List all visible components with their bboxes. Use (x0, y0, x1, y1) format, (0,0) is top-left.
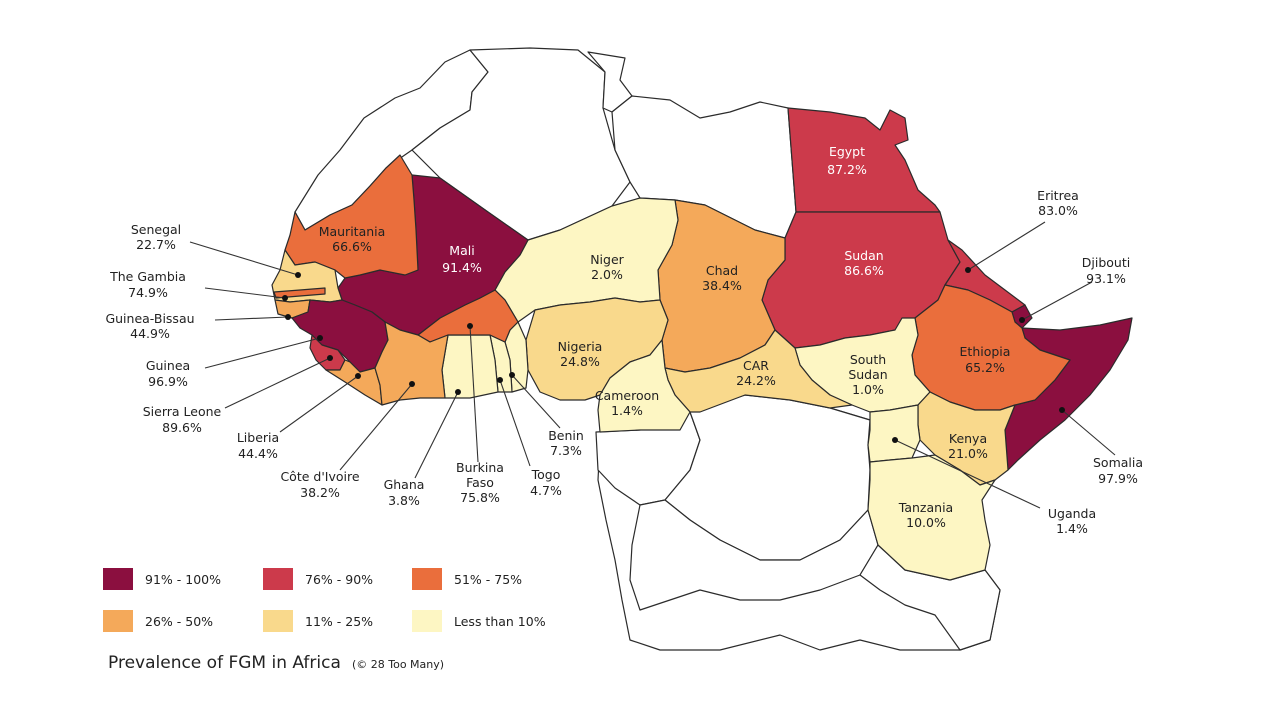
shaded-countries (271, 107, 1133, 581)
label-car-value: 24.2% (736, 373, 776, 388)
label-car-name: CAR (743, 358, 769, 373)
label-uganda-name: Uganda (1048, 506, 1096, 521)
label-south-sudan-name1: South (850, 352, 886, 367)
label-south-sudan-value: 1.0% (852, 382, 884, 397)
country-uganda[interactable] (867, 404, 921, 463)
label-sierra-leone-name: Sierra Leone (143, 404, 222, 419)
label-burkina-faso-name1: Burkina (456, 460, 504, 475)
map-title: Prevalence of FGM in Africa (© 28 Too Ma… (108, 653, 444, 673)
label-guinea-bissau-value: 44.9% (130, 326, 170, 341)
country-cameroon[interactable] (597, 339, 691, 433)
label-togo-name: Togo (531, 467, 561, 482)
country-tanzania[interactable] (867, 454, 996, 581)
label-niger-value: 2.0% (591, 267, 623, 282)
label-mauritania-value: 66.6% (332, 239, 372, 254)
title-text: Prevalence of FGM in Africa (108, 653, 341, 673)
country-ghana[interactable] (441, 334, 499, 399)
label-sierra-leone-value: 89.6% (162, 420, 202, 435)
label-cote-divoire-value: 38.2% (300, 485, 340, 500)
label-mali-name: Mali (449, 243, 474, 258)
label-ghana-value: 3.8% (388, 493, 420, 508)
country-kenya[interactable] (917, 391, 1016, 486)
label-cameroon-value: 1.4% (611, 403, 643, 418)
label-nigeria-name: Nigeria (558, 339, 603, 354)
label-sudan-value: 86.6% (844, 263, 884, 278)
legend-swatch (412, 610, 442, 632)
label-chad-name: Chad (706, 263, 738, 278)
label-guinea-value: 96.9% (148, 374, 188, 389)
label-somalia-name: Somalia (1093, 455, 1143, 470)
label-gambia-name: The Gambia (109, 269, 186, 284)
label-mali-value: 91.4% (442, 260, 482, 275)
label-guinea-name: Guinea (146, 358, 190, 373)
label-senegal-value: 22.7% (136, 237, 176, 252)
country-mauritania[interactable] (284, 154, 419, 279)
label-ethiopia-value: 65.2% (965, 360, 1005, 375)
label-kenya-value: 21.0% (948, 446, 988, 461)
label-benin-value: 7.3% (550, 443, 582, 458)
legend-swatch (103, 568, 133, 590)
label-sudan-name: Sudan (844, 248, 883, 263)
legend-swatch (263, 610, 293, 632)
country-cote-divoire[interactable] (374, 321, 449, 406)
label-liberia-name: Liberia (237, 430, 279, 445)
leader-lines (189, 221, 1116, 509)
label-uganda-value: 1.4% (1056, 521, 1088, 536)
in-map-labels: Egypt 87.2% Sudan 86.6% Mali 91.4% Mauri… (319, 144, 1011, 530)
legend-label: 26% - 50% (145, 614, 213, 629)
label-south-sudan-name2: Sudan (848, 367, 887, 382)
label-somalia-value: 97.9% (1098, 471, 1138, 486)
legend-label: Less than 10% (454, 614, 546, 629)
label-kenya-name: Kenya (949, 431, 987, 446)
label-cameroon-name: Cameroon (595, 388, 659, 403)
label-nigeria-value: 24.8% (560, 354, 600, 369)
label-djibouti-name: Djibouti (1082, 255, 1130, 270)
label-eritrea-name: Eritrea (1037, 188, 1079, 203)
legend-swatch (412, 568, 442, 590)
unshaded-countries (294, 47, 1001, 651)
label-ghana-name: Ghana (384, 477, 425, 492)
label-tanzania-name: Tanzania (898, 500, 953, 515)
label-ethiopia-name: Ethiopia (960, 344, 1011, 359)
legend-label: 11% - 25% (305, 614, 373, 629)
external-labels: Senegal 22.7% The Gambia 74.9% Guinea-Bi… (105, 188, 1143, 536)
label-burkina-faso-value: 75.8% (460, 490, 500, 505)
label-chad-value: 38.4% (702, 278, 742, 293)
label-togo-value: 4.7% (530, 483, 562, 498)
label-senegal-name: Senegal (131, 222, 181, 237)
legend-label: 51% - 75% (454, 572, 522, 587)
legend-label: 91% - 100% (145, 572, 221, 587)
label-cote-divoire-name: Côte d'Ivoire (280, 469, 359, 484)
legend-swatch (103, 610, 133, 632)
label-benin-name: Benin (548, 428, 584, 443)
label-guinea-bissau-name: Guinea-Bissau (105, 311, 194, 326)
label-djibouti-value: 93.1% (1086, 271, 1126, 286)
legend: 91% - 100% 76% - 90% 51% - 75% 26% - 50% 11%… (103, 568, 546, 632)
label-mauritania-name: Mauritania (319, 224, 386, 239)
label-egypt-value: 87.2% (827, 162, 867, 177)
label-gambia-value: 74.9% (128, 285, 168, 300)
legend-swatch (263, 568, 293, 590)
label-tanzania-value: 10.0% (906, 515, 946, 530)
country-gambia[interactable] (273, 287, 326, 299)
label-egypt-name: Egypt (829, 144, 865, 159)
label-liberia-value: 44.4% (238, 446, 278, 461)
credit-text: (© 28 Too Many) (352, 658, 444, 671)
label-burkina-faso-name2: Faso (466, 475, 494, 490)
country-egypt[interactable] (787, 107, 941, 213)
legend-label: 76% - 90% (305, 572, 373, 587)
label-niger-name: Niger (590, 252, 624, 267)
label-eritrea-value: 83.0% (1038, 203, 1078, 218)
